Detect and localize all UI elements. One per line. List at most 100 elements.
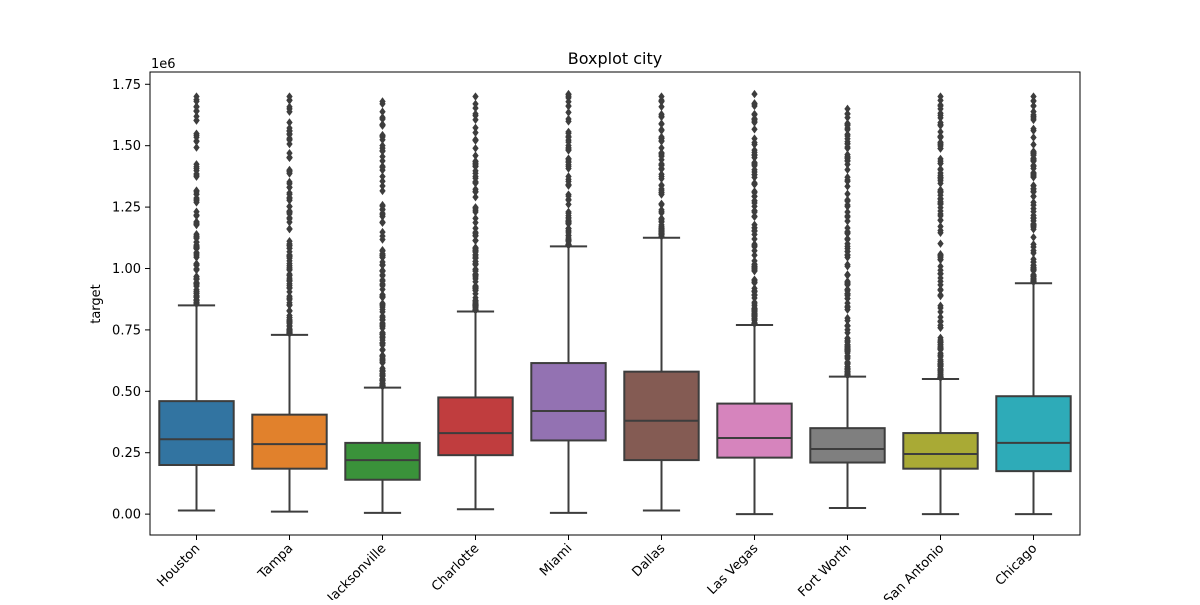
outlier-point	[844, 321, 851, 331]
box-charlotte	[437, 92, 514, 511]
outlier-point	[937, 216, 944, 225]
outliers	[472, 92, 479, 315]
outlier-point	[658, 190, 665, 199]
outlier-point	[937, 373, 944, 382]
outlier-point	[844, 234, 851, 243]
outlier-point	[565, 180, 572, 190]
outlier-point	[193, 198, 200, 207]
outlier-point	[193, 172, 200, 181]
outlier-point	[658, 174, 665, 183]
outlier-point	[193, 219, 200, 228]
box-houston	[158, 92, 235, 512]
outlier-point	[472, 305, 479, 315]
outlier-point	[1030, 149, 1037, 158]
outlier-point	[565, 89, 572, 99]
x-tick-label: Tampa	[255, 541, 296, 582]
outlier-point	[565, 211, 572, 220]
outlier-point	[379, 245, 386, 255]
outlier-point	[472, 166, 479, 176]
outlier-point	[937, 191, 944, 200]
box-jacksonville	[344, 97, 421, 514]
y-tick-label: 0.00	[112, 508, 141, 523]
outlier-point	[1030, 213, 1037, 223]
outlier-point	[379, 313, 386, 322]
outlier-point	[286, 107, 293, 116]
outlier-point	[937, 173, 944, 182]
outlier-point	[379, 201, 386, 211]
outlier-point	[472, 187, 479, 197]
outlier-point	[286, 153, 293, 162]
outlier-point	[751, 161, 758, 170]
outlier-point	[751, 212, 758, 221]
outlier-point	[844, 313, 851, 323]
outlier-point	[379, 292, 386, 301]
outlier-point	[751, 227, 758, 236]
x-tick-label: Las Vegas	[705, 541, 762, 598]
outlier-point	[937, 92, 944, 101]
outlier-point	[286, 118, 293, 127]
outlier-point	[658, 125, 665, 134]
outlier-point	[379, 97, 386, 106]
outlier-point	[193, 299, 200, 309]
outlier-point	[937, 358, 944, 368]
x-tick-label: Miami	[537, 541, 575, 579]
outlier-point	[844, 202, 851, 211]
outlier-point	[751, 264, 758, 273]
outlier-point	[844, 177, 851, 186]
outlier-point	[937, 253, 944, 262]
axes-frame	[149, 71, 1081, 536]
outlier-point	[937, 179, 944, 188]
outliers	[286, 92, 293, 338]
outlier-point	[1030, 96, 1037, 106]
outlier-point	[937, 154, 944, 164]
box-chicago	[995, 92, 1072, 516]
outlier-point	[193, 106, 200, 116]
y-tick-label: 0.75	[112, 323, 141, 338]
outlier-point	[193, 282, 200, 291]
outlier-point	[844, 109, 851, 119]
outlier-point	[286, 271, 293, 280]
outlier-point	[937, 222, 944, 231]
outlier-point	[937, 312, 944, 322]
outlier-point	[844, 195, 851, 205]
outliers	[379, 97, 386, 391]
outlier-point	[193, 274, 200, 284]
x-tick-label: Chicago	[993, 541, 1041, 589]
outlier-point	[379, 275, 386, 285]
outlier-point	[286, 259, 293, 268]
outlier-point	[193, 253, 200, 262]
outlier-point	[751, 196, 758, 205]
outlier-point	[379, 135, 386, 145]
outlier-point	[286, 188, 293, 198]
outlier-point	[844, 357, 851, 367]
outlier-point	[379, 177, 386, 186]
outlier-point	[844, 207, 851, 217]
outlier-point	[1030, 261, 1037, 270]
outlier-point	[286, 237, 293, 246]
y-tick-label: 0.25	[112, 446, 141, 461]
outlier-point	[379, 251, 386, 260]
outlier-point	[937, 203, 944, 212]
iqr-box	[902, 432, 979, 470]
outlier-point	[565, 158, 572, 167]
outlier-point	[379, 130, 386, 140]
box-tampa	[251, 92, 328, 513]
outlier-point	[286, 202, 293, 211]
outlier-point	[844, 223, 851, 233]
outlier-point	[1030, 154, 1037, 163]
outlier-point	[751, 256, 758, 266]
outlier-point	[844, 189, 851, 199]
outlier-point	[472, 144, 479, 153]
outlier-point	[565, 114, 572, 124]
outlier-point	[472, 172, 479, 181]
outlier-point	[565, 224, 572, 233]
outlier-point	[751, 293, 758, 303]
outlier-point	[565, 108, 572, 117]
outlier-point	[844, 120, 851, 129]
outlier-point	[844, 165, 851, 174]
outlier-point	[658, 170, 665, 179]
y-tick-label: 1.50	[112, 139, 141, 154]
outlier-point	[1030, 233, 1037, 242]
iqr-box	[623, 370, 700, 462]
outlier-point	[472, 257, 479, 266]
